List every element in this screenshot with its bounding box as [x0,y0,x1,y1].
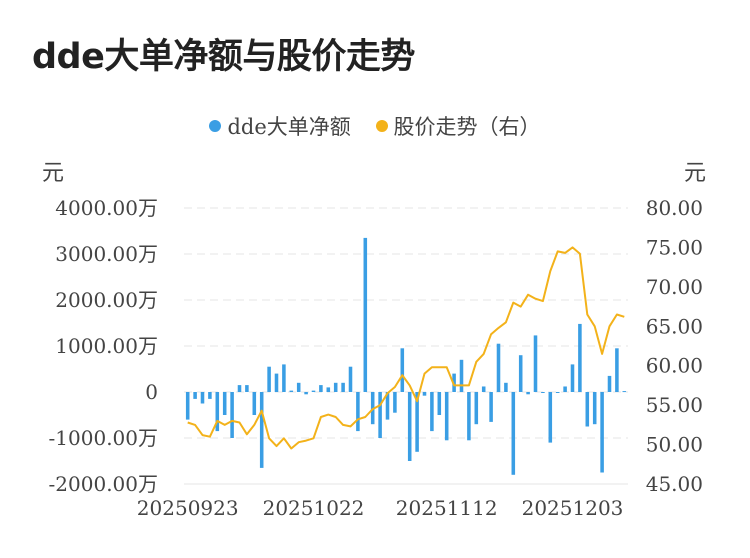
right-tick-label: 65.00 [646,314,703,338]
x-tick-label: 20251112 [396,496,498,520]
dde-bar [363,237,368,392]
right-axis-unit: 元 [684,161,707,186]
dde-bar [215,392,220,432]
dde-bar [356,392,360,432]
dde-bar [600,392,604,473]
left-tick-label: -2000.00万 [49,472,158,496]
dde-bar [430,392,434,432]
dde-bar [237,385,242,392]
dde-bar [252,392,257,415]
dde-bar [282,364,286,392]
dde-bar [570,364,575,392]
legend-dot-dde [209,120,222,132]
dde-bar [541,392,545,393]
price-line [187,246,625,450]
right-tick-label: 60.00 [646,354,703,378]
dde-bar [496,343,501,392]
dde-bar [607,375,612,392]
dde-bar [274,373,279,392]
x-tick-label: 20251203 [522,496,624,520]
dde-bar [592,392,597,425]
dde-bar [289,390,294,392]
dde-bar [200,392,205,404]
chart-legend: dde大单净额 股价走势（右） [0,111,750,141]
left-tick-label: 4000.00万 [55,196,158,220]
dde-bar [548,392,553,443]
legend-label-dde: dde大单净额 [227,115,351,139]
right-tick-label: 55.00 [646,393,703,417]
legend-item-dde[interactable]: dde大单净额 [209,111,351,141]
chart-title: dde大单净额与股价走势 [32,37,415,77]
dde-bar [615,348,619,392]
dde-bar [208,392,212,399]
dde-bar [193,392,197,399]
x-tick-label: 20250923 [137,496,239,520]
dde-bar [622,391,627,393]
legend-label-price: 股价走势（右） [393,115,541,139]
dde-bar [259,392,264,468]
right-tick-label: 75.00 [646,235,703,259]
dde-bar [230,392,234,438]
dde-bar [348,366,353,392]
dde-bar [504,382,508,392]
left-axis-unit: 元 [42,161,65,186]
dde-bar [267,366,271,392]
right-tick-label: 70.00 [646,275,703,299]
dde-bar [474,392,479,425]
dde-bar [222,392,227,415]
left-tick-label: -1000.00万 [49,426,158,450]
dde-bar [311,390,316,392]
dde-bar [467,392,471,441]
right-tick-label: 50.00 [646,433,703,457]
dde-bar [481,386,486,392]
dde-bar [459,359,464,392]
left-tick-label: 0 [145,380,158,404]
dde-bar [407,392,412,461]
dde-bar [444,392,449,441]
dde-bar [333,382,338,392]
dde-bar [437,392,442,415]
left-tick-label: 1000.00万 [55,334,158,358]
dde-bar [378,392,382,438]
dde-bar [563,386,567,392]
dde-bar [415,392,419,452]
dde-bar [585,392,590,427]
dde-bar [319,385,323,392]
right-tick-label: 80.00 [646,196,703,220]
dde-bar [578,323,582,392]
dde-bar [341,382,345,392]
left-tick-label: 3000.00万 [55,242,158,266]
dde-bar [245,385,249,392]
dde-bar [533,335,538,392]
legend-item-price[interactable]: 股价走势（右） [375,111,541,141]
right-tick-label: 45.00 [646,472,703,496]
dde-bar [326,387,331,392]
dde-bar [393,392,397,413]
x-tick-label: 20251022 [263,496,365,520]
dde-bar [185,392,190,420]
dde-bar [400,348,405,392]
dde-bar [296,382,301,392]
dde-bar [385,392,390,420]
dde-bar [511,392,516,475]
legend-dot-price [375,120,388,132]
dde-bar [526,392,530,395]
dde-bar [489,392,493,422]
dde-bar [555,392,560,393]
dde-bar [518,355,523,392]
dde-bar [422,392,427,396]
left-tick-label: 2000.00万 [55,288,158,312]
dde-bar [304,392,308,395]
